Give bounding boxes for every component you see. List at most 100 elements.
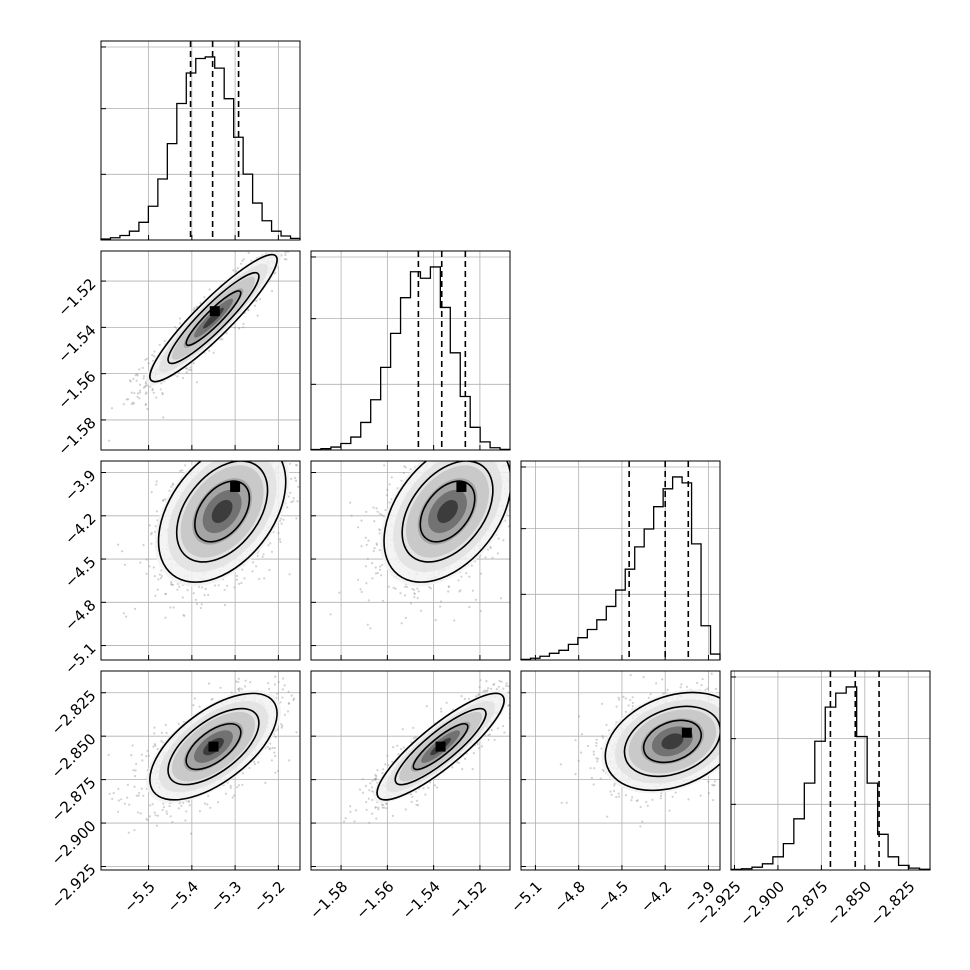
sample-point: [219, 686, 222, 689]
sample-point: [515, 503, 517, 505]
sample-point: [223, 588, 226, 591]
sample-point: [268, 687, 271, 691]
sample-point: [271, 423, 273, 425]
sample-point: [158, 343, 161, 346]
sample-point: [252, 437, 254, 439]
sample-point: [302, 464, 304, 466]
sample-point: [122, 612, 125, 615]
sample-point: [409, 602, 413, 605]
sample-point: [441, 447, 443, 449]
sample-point: [507, 444, 509, 446]
sample-point: [448, 438, 450, 440]
sample-point: [111, 797, 114, 801]
sample-point: [270, 550, 274, 553]
sample-point: [284, 253, 287, 256]
sample-point: [372, 549, 375, 553]
sample-point: [162, 499, 165, 502]
sample-point: [123, 563, 126, 566]
sample-point: [154, 525, 157, 528]
contour-2: [419, 480, 476, 543]
sample-point: [268, 747, 271, 751]
sample-point: [121, 550, 124, 553]
sample-point: [233, 326, 236, 329]
sample-point: [144, 384, 147, 387]
sample-point: [442, 452, 444, 454]
sample-point: [225, 332, 228, 335]
sample-point: [169, 583, 173, 586]
sample-point: [233, 794, 236, 797]
sample-point: [256, 454, 258, 456]
sample-point: [507, 525, 510, 528]
sample-point: [471, 442, 473, 444]
sample-point: [265, 418, 267, 420]
sample-point: [232, 269, 235, 272]
sample-point: [219, 338, 222, 341]
sample-point: [236, 267, 239, 270]
sample-point: [241, 568, 244, 571]
sample-point: [379, 565, 382, 568]
sample-point: [304, 472, 306, 474]
sample-point: [269, 742, 272, 745]
sample-point: [189, 366, 192, 369]
sample-point: [512, 485, 514, 487]
sample-point: [154, 814, 157, 817]
sample-point: [240, 423, 242, 425]
sample-point: [282, 228, 284, 230]
sample-point: [295, 463, 298, 467]
sample-point: [264, 781, 267, 785]
sample-point: [303, 248, 305, 250]
sample-point: [493, 436, 495, 438]
sample-point: [132, 402, 135, 405]
sample-point: [208, 349, 211, 352]
sample-point: [146, 819, 149, 822]
sample-point: [165, 592, 168, 596]
sample-point: [187, 457, 189, 459]
sample-point: [156, 814, 160, 817]
sample-point: [457, 579, 460, 582]
sample-point: [240, 447, 242, 449]
sample-point: [148, 524, 151, 527]
sample-point: [481, 437, 483, 439]
sample-point: [484, 556, 487, 559]
sample-point: [137, 794, 140, 797]
sample-point: [479, 609, 482, 613]
sample-point: [451, 452, 453, 454]
frame-diag-0: [100, 40, 301, 241]
sample-point: [195, 454, 197, 456]
sample-point: [177, 722, 180, 725]
sample-point: [244, 679, 247, 682]
sample-point: [212, 351, 215, 354]
sample-point: [277, 769, 280, 773]
sample-point: [184, 367, 188, 370]
sample-point: [470, 440, 472, 442]
sample-point: [449, 456, 451, 458]
sample-point: [497, 431, 499, 433]
sample-point: [141, 759, 144, 762]
sample-point: [266, 745, 269, 749]
sample-point: [526, 497, 528, 499]
sample-point: [378, 549, 381, 552]
sample-point: [282, 677, 285, 680]
sample-point: [281, 724, 284, 728]
sample-point: [220, 456, 222, 458]
sample-point: [263, 436, 265, 438]
sample-point: [387, 585, 390, 588]
sample-point: [471, 589, 474, 592]
sample-point: [288, 759, 291, 762]
sample-point: [426, 430, 428, 432]
frame-2-1: [310, 460, 511, 661]
sample-point: [545, 453, 547, 455]
sample-point: [522, 488, 524, 490]
sample-point: [476, 436, 478, 438]
sample-point: [171, 583, 175, 587]
sample-point: [138, 391, 141, 394]
sample-point: [445, 432, 447, 434]
sample-point: [131, 401, 134, 404]
sample-point: [491, 556, 494, 560]
sample-point: [179, 469, 182, 472]
sample-point: [457, 428, 459, 430]
sample-point: [512, 517, 514, 519]
sample-point: [290, 248, 292, 250]
sample-point: [127, 398, 130, 401]
density-peak: [456, 481, 467, 492]
